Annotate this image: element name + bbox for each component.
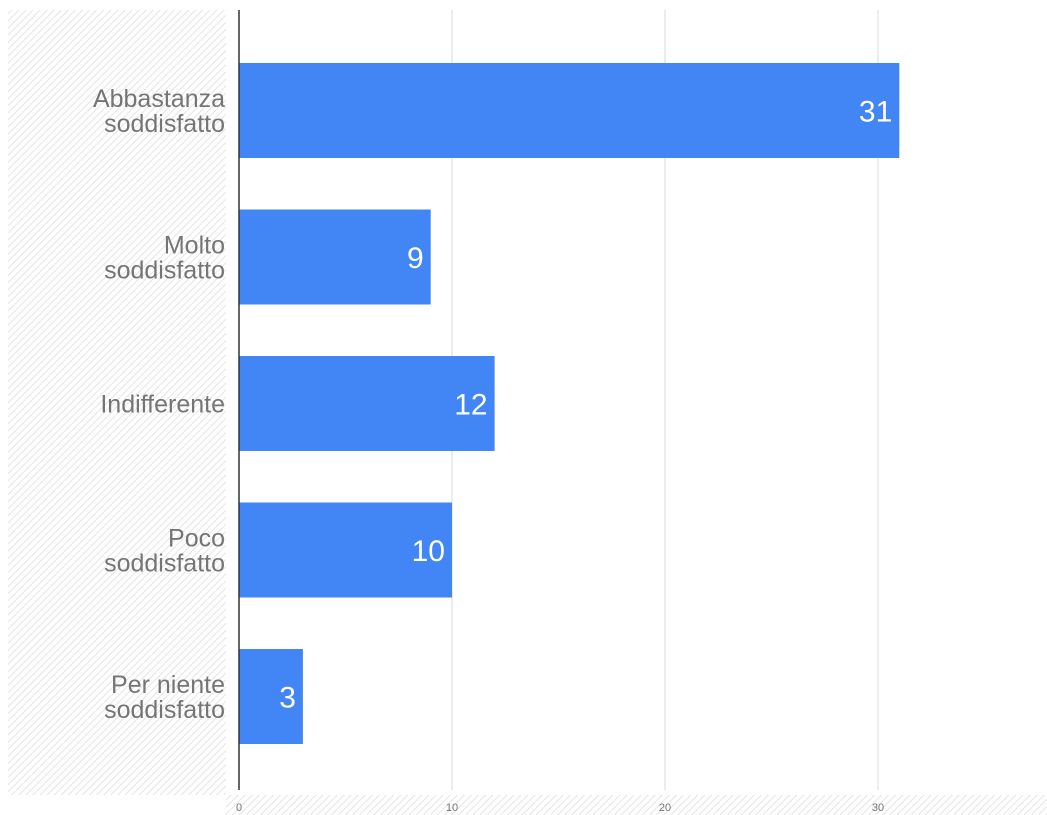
category-label: Per niente soddisfatto: [104, 671, 225, 724]
bar: [239, 502, 452, 598]
x-tick-label: 30: [872, 802, 884, 814]
category-label: Poco soddisfatto: [104, 525, 225, 578]
bar: [239, 209, 431, 305]
category-label-line: Molto: [164, 232, 225, 260]
category-label-line: soddisfatto: [104, 696, 225, 724]
category-label: Indifferente: [100, 391, 225, 419]
bar: [239, 63, 900, 158]
bar-value-label: 3: [279, 682, 296, 715]
x-tick-labels: 0 10 20 30: [236, 802, 884, 814]
bar-value-label: 9: [407, 242, 424, 275]
bar-value-label: 10: [412, 535, 445, 568]
category-label-line: soddisfatto: [104, 110, 225, 138]
category-label-line: soddisfatto: [104, 257, 225, 285]
category-label-line: Poco: [168, 525, 225, 553]
x-tick-label: 20: [659, 802, 671, 814]
bar-value-label: 12: [454, 389, 487, 422]
category-label-line: soddisfatto: [104, 550, 225, 578]
category-label-line: Abbastanza: [93, 85, 225, 113]
left-hatch-background: [8, 10, 226, 795]
bars: 31 9 12 10 3: [239, 63, 900, 744]
category-label: Abbastanza soddisfatto: [93, 85, 225, 138]
category-label-line: Per niente: [111, 671, 225, 699]
category-label: Molto soddisfatto: [104, 232, 225, 285]
bar-value-label: 31: [859, 96, 892, 129]
bottom-hatch-background: [226, 795, 1047, 815]
bar: [239, 356, 495, 451]
x-tick-label: 10: [446, 802, 458, 814]
bar: [239, 649, 303, 744]
x-tick-label: 0: [236, 802, 242, 814]
category-label-line: Indifferente: [100, 391, 225, 419]
